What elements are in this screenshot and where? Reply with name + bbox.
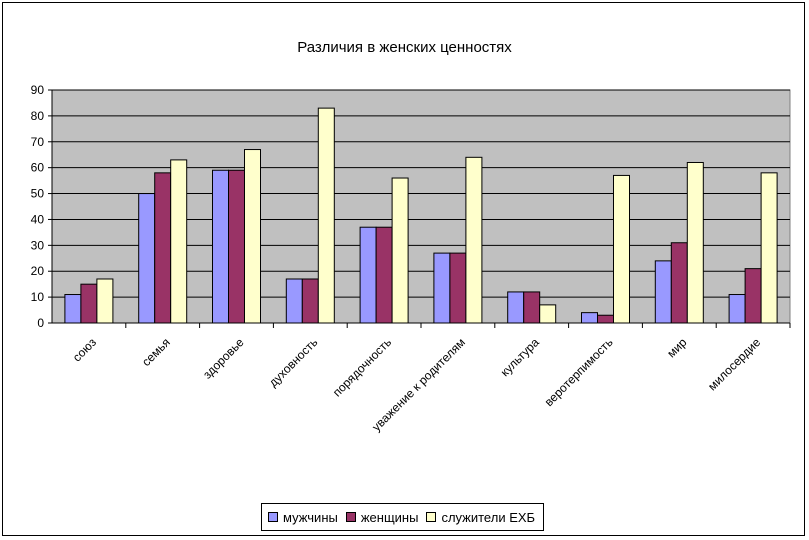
bar xyxy=(523,291,541,324)
bar xyxy=(301,278,319,324)
x-tick-label: здоровье xyxy=(200,335,247,382)
bar xyxy=(391,177,409,324)
x-tick-label: порядочность xyxy=(330,335,394,399)
bar xyxy=(317,107,335,324)
bar xyxy=(465,156,483,324)
legend-swatch xyxy=(426,512,437,522)
bar xyxy=(654,260,672,324)
x-tick-label: милосердие xyxy=(705,335,763,393)
legend-label: служители ЕХБ xyxy=(441,509,536,525)
bar xyxy=(670,242,688,324)
bar xyxy=(581,312,598,324)
y-tick-label: 20 xyxy=(31,264,45,278)
y-tick-label: 60 xyxy=(31,161,45,175)
legend-item: женщины xyxy=(345,509,419,525)
y-tick-label: 70 xyxy=(31,135,45,149)
legend-swatch xyxy=(345,512,356,522)
plot-area: 0 10 20 30 40 50 60 70 80 90 союз семья здоровье духо… xyxy=(31,83,791,434)
y-tick-label: 0 xyxy=(37,316,44,330)
y-tick-label: 10 xyxy=(31,290,45,304)
bar xyxy=(244,149,261,324)
legend-label: мужчины xyxy=(283,509,338,525)
x-tick-label: культура xyxy=(498,335,542,379)
bar xyxy=(686,161,704,324)
bar xyxy=(359,226,377,324)
bar xyxy=(507,291,525,324)
bar xyxy=(138,193,156,324)
bar xyxy=(285,278,303,324)
y-tick-label: 80 xyxy=(31,109,45,123)
legend-label: женщины xyxy=(360,509,419,525)
x-tick-label: союз xyxy=(70,335,100,365)
bar xyxy=(375,226,393,324)
bar xyxy=(744,268,762,324)
y-tick-label: 30 xyxy=(31,238,45,252)
bar xyxy=(539,304,557,324)
legend-swatch xyxy=(268,512,278,522)
bar xyxy=(449,252,467,324)
legend: мужчины женщины служители ЕХБ xyxy=(261,503,545,531)
bar xyxy=(613,174,630,324)
bar xyxy=(212,169,229,324)
y-tick-label: 90 xyxy=(31,83,45,97)
bar xyxy=(433,252,451,324)
bar xyxy=(760,172,778,324)
y-tick-label: 50 xyxy=(31,187,45,201)
x-tick-label: семья xyxy=(139,335,173,369)
y-tick-label: 40 xyxy=(31,212,45,226)
x-tick-label: духовность xyxy=(266,335,320,389)
bar xyxy=(154,172,172,324)
chart-title: Различия в женских ценностях xyxy=(297,39,512,56)
bar xyxy=(728,294,746,324)
x-tick-label: мир xyxy=(664,335,689,360)
bar xyxy=(228,169,245,324)
legend-item: служители ЕХБ xyxy=(426,510,535,525)
bar xyxy=(597,314,614,324)
bar xyxy=(170,159,188,324)
x-tick-label: веротерпимость xyxy=(542,335,616,409)
bar xyxy=(96,278,114,324)
legend-item: мужчины xyxy=(268,510,338,525)
bar xyxy=(64,294,82,324)
bar xyxy=(80,283,98,324)
